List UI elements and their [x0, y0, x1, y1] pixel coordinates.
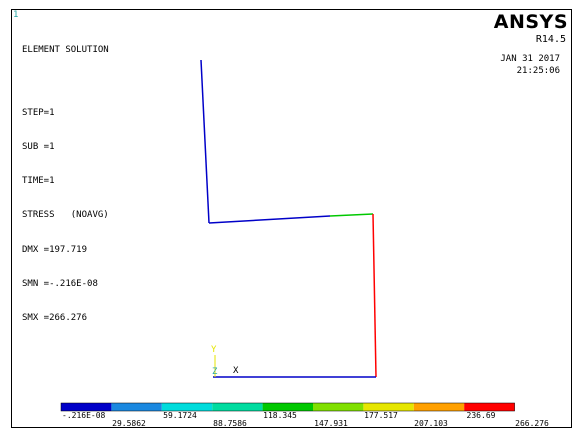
info-line-time: TIME=1: [22, 176, 55, 187]
beam-element-2: [208, 215, 331, 224]
triad-x-label: X: [233, 366, 239, 376]
legend-band-6: [313, 403, 364, 411]
date-label: JAN 31 2017: [500, 54, 560, 64]
coordinate-triad: Y Z X: [211, 345, 239, 377]
legend-band-1: [61, 403, 112, 411]
legend-band-2: [111, 403, 162, 411]
beam-element-4: [372, 213, 377, 378]
legend-label-bottom-1: 29.5862: [112, 419, 146, 428]
legend-band-5: [262, 403, 313, 411]
info-line-sub: SUB =1: [22, 142, 55, 153]
legend-band-3: [161, 403, 213, 411]
release-label: R14.5: [535, 34, 566, 45]
legend-band-4: [212, 403, 263, 411]
date-time-block: JAN 31 2017 21:25:06: [500, 53, 560, 77]
info-line-smx: SMX =266.276: [22, 313, 88, 324]
legend-label-top-2: 59.1724: [163, 411, 197, 420]
legend-label-bottom-4: 207.103: [414, 419, 448, 428]
legend-border: [60, 402, 515, 412]
legend-label-top-5: 236.69: [467, 411, 496, 420]
solution-info-block: ELEMENT SOLUTION STEP=1 SUB =1 TIME=1 ST…: [22, 22, 109, 347]
legend-label-bottom-2: 88.7586: [213, 419, 247, 428]
legend-label-top-4: 177.517: [364, 411, 398, 420]
legend-band-7: [363, 403, 414, 411]
legend-band-9: [464, 403, 515, 411]
time-label: 21:25:06: [516, 66, 560, 76]
legend-band-8: [413, 403, 465, 411]
triad-z-label: Z: [212, 367, 218, 377]
legend-label-top-1: -.216E-08: [62, 411, 106, 420]
beam-element-3: [329, 213, 374, 217]
legend-label-top-3: 118.345: [263, 411, 297, 420]
legend-label-bottom-5: 266.276: [515, 419, 549, 428]
window-number: 1: [13, 10, 19, 20]
legend-label-bottom-3: 147.931: [314, 419, 348, 428]
info-line-step: STEP=1: [22, 107, 55, 118]
solution-title: ELEMENT SOLUTION: [22, 44, 109, 55]
graphics-window-border: [11, 9, 572, 428]
info-line-smn: SMN =-.216E-08: [22, 278, 98, 289]
beam-element-1: [200, 59, 210, 224]
ansys-logo: ANSYS: [493, 11, 568, 33]
contour-legend: -.216E-08 59.1724 118.345 177.517 236.69…: [60, 402, 549, 428]
info-line-dmx: DMX =197.719: [22, 244, 88, 255]
triad-y-label: Y: [211, 345, 217, 355]
info-line-stress: STRESS (NOAVG): [22, 210, 109, 221]
